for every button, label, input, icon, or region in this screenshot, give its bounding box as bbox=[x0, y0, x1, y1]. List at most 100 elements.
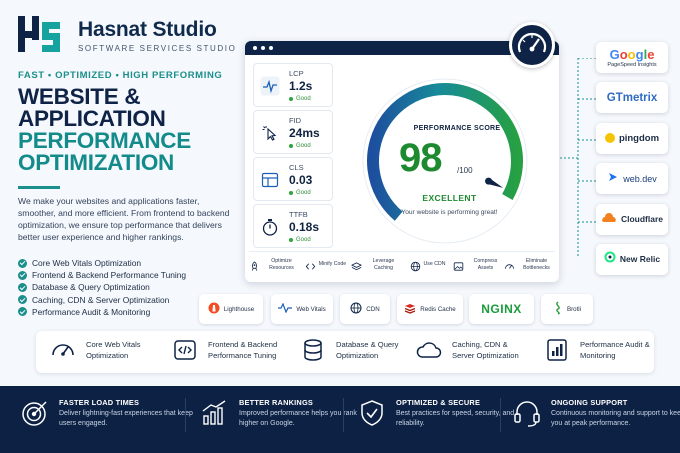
layers-icon bbox=[350, 259, 363, 271]
speedometer-icon bbox=[504, 259, 515, 270]
brotli-icon bbox=[553, 301, 563, 317]
score-status: EXCELLENT bbox=[422, 193, 477, 203]
tech-redis-cache: Redis Cache bbox=[397, 294, 463, 324]
performance-dashboard: LCP 1.2s Good FID 24ms Good CLS 0.03 Goo… bbox=[245, 41, 559, 282]
divider bbox=[185, 398, 186, 432]
tip-leverage-caching: Leverage Caching bbox=[350, 252, 402, 277]
check-icon bbox=[18, 258, 27, 268]
speedometer-badge-icon bbox=[509, 22, 555, 68]
headline-underline bbox=[18, 186, 60, 189]
headline-line-3: PERFORMANCE bbox=[18, 128, 191, 153]
services-row: Core Web Vitals Optimization Frontend & … bbox=[36, 331, 654, 373]
score-max: /100 bbox=[457, 166, 473, 175]
score-message: Your website is performing great! bbox=[401, 209, 498, 216]
tool-connector-lines bbox=[560, 58, 596, 258]
tool-new-relic: New Relic bbox=[596, 243, 668, 275]
bullet-item: Database & Query Optimization bbox=[18, 281, 186, 293]
newrelic-logo-icon bbox=[604, 250, 616, 268]
hero-bullet-list: Core Web Vitals Optimization Frontend & … bbox=[18, 257, 186, 318]
tech-lighthouse: Lighthouse bbox=[199, 294, 263, 324]
hero-tagline: FAST • OPTIMIZED • HIGH PERFORMING bbox=[18, 70, 223, 81]
feature-better-rankings: BETTER RANKINGS Improved performance hel… bbox=[200, 398, 374, 429]
service-audit-monitoring: Performance Audit & Monitoring bbox=[544, 337, 652, 363]
divider bbox=[500, 398, 501, 432]
tech-cdn: CDN bbox=[340, 294, 390, 324]
divider bbox=[343, 398, 344, 432]
tool-gtmetrix: GTmetrix bbox=[596, 82, 668, 114]
pointer-click-icon bbox=[260, 123, 280, 143]
tip-minify-code: Minify Code bbox=[300, 252, 351, 277]
metric-card-fid: FID 24ms Good bbox=[253, 110, 333, 154]
check-icon bbox=[18, 282, 27, 292]
hero-headline: WEBSITE & APPLICATION PERFORMANCE OPTIMI… bbox=[18, 84, 191, 175]
gauge-hub bbox=[485, 177, 493, 185]
headline-line-2: APPLICATION bbox=[18, 106, 166, 131]
cloud-icon bbox=[416, 337, 442, 363]
stopwatch-icon bbox=[260, 217, 280, 237]
gauge-track bbox=[367, 83, 523, 221]
window-dot bbox=[253, 46, 257, 50]
headline-line-1: WEBSITE & bbox=[18, 84, 141, 109]
lighthouse-icon bbox=[208, 302, 220, 316]
brand-name: Hasnat Studio bbox=[78, 17, 217, 41]
tip-eliminate-bottlenecks: Eliminate Bottlenecks bbox=[504, 252, 555, 277]
bullet-item: Core Web Vitals Optimization bbox=[18, 257, 186, 269]
webdev-logo-icon bbox=[607, 170, 619, 188]
score-value: 98 bbox=[399, 136, 442, 180]
bullet-item: Performance Audit & Monitoring bbox=[18, 306, 186, 318]
tool-webdev: web.dev bbox=[596, 163, 668, 195]
image-icon bbox=[453, 259, 464, 271]
shield-icon bbox=[357, 398, 387, 428]
cloudflare-logo-icon bbox=[601, 210, 617, 228]
dashboard-titlebar bbox=[245, 41, 559, 55]
brand-logo: Hasnat Studio SOFTWARE SERVICES STUDIO bbox=[16, 14, 236, 56]
tip-use-cdn: Use CDN bbox=[402, 252, 453, 277]
tool-pingdom: pingdom bbox=[596, 122, 668, 154]
check-icon bbox=[18, 295, 27, 305]
check-icon bbox=[18, 307, 27, 317]
hero-description: We make your websites and applications f… bbox=[18, 196, 230, 242]
pulse-icon bbox=[260, 76, 280, 96]
code-brackets-icon bbox=[172, 337, 198, 363]
service-caching-cdn: Caching, CDN & Server Optimization bbox=[416, 337, 532, 363]
score-label: PERFORMANCE SCORE bbox=[413, 125, 501, 132]
brand-subtitle: SOFTWARE SERVICES STUDIO bbox=[78, 43, 237, 53]
globe-icon bbox=[350, 302, 362, 316]
window-dot bbox=[269, 46, 273, 50]
gauge-icon bbox=[50, 337, 76, 363]
headset-icon bbox=[512, 398, 542, 428]
tool-list: Google PageSpeed Insights GTmetrix pingd… bbox=[596, 42, 668, 284]
feature-band bbox=[0, 386, 680, 453]
growth-chart-icon bbox=[200, 398, 230, 428]
metric-card-cls: CLS 0.03 Good bbox=[253, 157, 333, 201]
check-icon bbox=[18, 270, 27, 280]
redis-icon bbox=[404, 302, 416, 316]
database-icon bbox=[300, 337, 326, 363]
hs-logo-icon bbox=[16, 14, 64, 56]
service-core-web-vitals: Core Web Vitals Optimization bbox=[50, 337, 176, 363]
tech-web-vitals: Web Vitals bbox=[271, 294, 333, 324]
service-database: Database & Query Optimization bbox=[300, 337, 408, 363]
target-icon bbox=[20, 398, 50, 428]
pingdom-logo-icon bbox=[604, 133, 615, 144]
metric-card-ttfb: TTFB 0.18s Good bbox=[253, 204, 333, 248]
feature-faster-load: FASTER LOAD TIMES Deliver lightning-fast… bbox=[20, 398, 194, 429]
service-frontend-backend: Frontend & Backend Performance Tuning bbox=[172, 337, 288, 363]
bullet-item: Caching, CDN & Server Optimization bbox=[18, 294, 186, 306]
metric-card-lcp: LCP 1.2s Good bbox=[253, 63, 333, 107]
headline-line-4: OPTIMIZATION bbox=[18, 150, 174, 175]
layout-icon bbox=[260, 170, 280, 190]
pulse-icon bbox=[278, 302, 293, 315]
window-dot bbox=[261, 46, 265, 50]
code-icon bbox=[305, 259, 316, 270]
optimization-tips: Optimize Resources Minify Code Leverage … bbox=[249, 251, 555, 277]
feature-optimized-secure: OPTIMIZED & SECURE Best practices for sp… bbox=[357, 398, 531, 429]
tip-compress-assets: Compress Assets bbox=[453, 252, 504, 277]
tip-optimize-resources: Optimize Resources bbox=[249, 252, 300, 277]
rocket-icon bbox=[249, 259, 260, 271]
tool-google-pagespeed: Google PageSpeed Insights bbox=[596, 42, 668, 73]
tech-nginx: NGINX bbox=[469, 294, 534, 324]
tool-cloudflare: Cloudflare bbox=[596, 203, 668, 235]
feature-ongoing-support: ONGOING SUPPORT Continuous monitoring an… bbox=[512, 398, 680, 429]
tech-brotli: Brotli bbox=[541, 294, 593, 324]
